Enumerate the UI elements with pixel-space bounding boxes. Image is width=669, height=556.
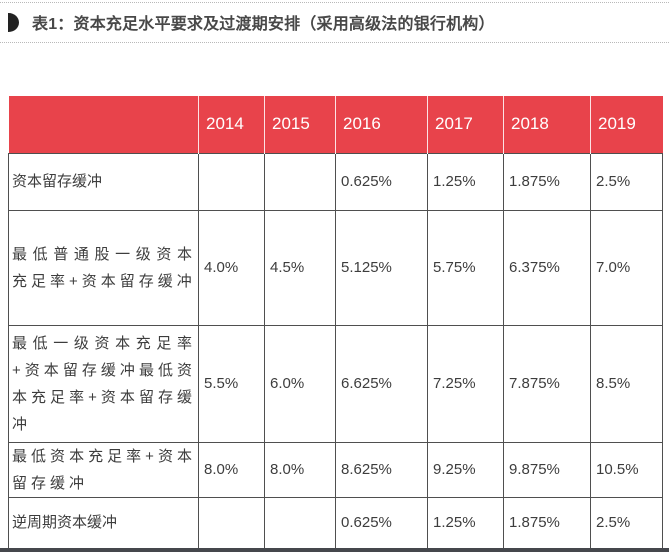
title-dotted-divider bbox=[0, 42, 669, 43]
cell-value bbox=[198, 152, 265, 211]
capital-requirements-table: 2014 2015 2016 2017 2018 2019 资本留存缓冲 0.6… bbox=[8, 96, 663, 549]
corner-cell bbox=[8, 96, 199, 153]
cell-value: 2.5% bbox=[590, 152, 663, 211]
cell-value: 7.875% bbox=[503, 324, 591, 443]
table-row: 最低普通股一级资本充足率+资本留存缓冲 4.0% 4.5% 5.125% 5.7… bbox=[8, 209, 663, 326]
header-row: 2014 2015 2016 2017 2018 2019 bbox=[8, 96, 663, 153]
cell-value bbox=[198, 496, 265, 549]
column-header-year: 2016 bbox=[335, 96, 428, 153]
column-header-year: 2015 bbox=[264, 96, 336, 153]
cell-value: 8.0% bbox=[264, 441, 336, 498]
row-label: 最低普通股一级资本充足率+资本留存缓冲 bbox=[8, 209, 199, 326]
row-label: 最低资本充足率+资本留存缓冲 bbox=[8, 441, 199, 498]
cell-value: 1.25% bbox=[427, 496, 504, 549]
column-header-year: 2018 bbox=[503, 96, 591, 153]
column-header-year: 2019 bbox=[590, 96, 663, 153]
cell-value bbox=[264, 152, 336, 211]
cell-value: 5.125% bbox=[335, 209, 428, 326]
cell-value: 6.625% bbox=[335, 324, 428, 443]
section-bullet-icon bbox=[8, 12, 19, 32]
cell-value: 6.0% bbox=[264, 324, 336, 443]
bottom-section-bar bbox=[0, 548, 669, 552]
table-row: 最低一级资本充足率+资本留存缓冲最低资本充足率+资本留存缓冲 5.5% 6.0%… bbox=[8, 324, 663, 443]
cell-value: 6.375% bbox=[503, 209, 591, 326]
cell-value: 10.5% bbox=[590, 441, 663, 498]
table-caption-row: 表1：资本充足水平要求及过渡期安排（采用高级法的银行机构） bbox=[8, 10, 669, 34]
cell-value: 1.875% bbox=[503, 152, 591, 211]
cell-value: 8.0% bbox=[198, 441, 265, 498]
column-header-year: 2017 bbox=[427, 96, 504, 153]
table-title: 表1：资本充足水平要求及过渡期安排（采用高级法的银行机构） bbox=[32, 16, 495, 33]
cell-value: 4.0% bbox=[198, 209, 265, 326]
cell-value: 8.625% bbox=[335, 441, 428, 498]
cell-value: 9.25% bbox=[427, 441, 504, 498]
row-label: 最低一级资本充足率+资本留存缓冲最低资本充足率+资本留存缓冲 bbox=[8, 324, 199, 443]
cell-value: 5.75% bbox=[427, 209, 504, 326]
row-label: 逆周期资本缓冲 bbox=[8, 496, 199, 549]
cell-value: 8.5% bbox=[590, 324, 663, 443]
cell-value: 7.0% bbox=[590, 209, 663, 326]
cell-value: 2.5% bbox=[590, 496, 663, 549]
column-header-year: 2014 bbox=[198, 96, 265, 153]
cell-value: 1.875% bbox=[503, 496, 591, 549]
cell-value: 1.25% bbox=[427, 152, 504, 211]
row-label: 资本留存缓冲 bbox=[8, 152, 199, 211]
table-row: 逆周期资本缓冲 0.625% 1.25% 1.875% 2.5% bbox=[8, 496, 663, 549]
cell-value bbox=[264, 496, 336, 549]
table-row: 最低资本充足率+资本留存缓冲 8.0% 8.0% 8.625% 9.25% 9.… bbox=[8, 441, 663, 498]
table-row: 资本留存缓冲 0.625% 1.25% 1.875% 2.5% bbox=[8, 152, 663, 211]
cell-value: 9.875% bbox=[503, 441, 591, 498]
cell-value: 0.625% bbox=[335, 496, 428, 549]
top-dotted-divider bbox=[0, 2, 669, 3]
cell-value: 0.625% bbox=[335, 152, 428, 211]
cell-value: 5.5% bbox=[198, 324, 265, 443]
cell-value: 4.5% bbox=[264, 209, 336, 326]
cell-value: 7.25% bbox=[427, 324, 504, 443]
